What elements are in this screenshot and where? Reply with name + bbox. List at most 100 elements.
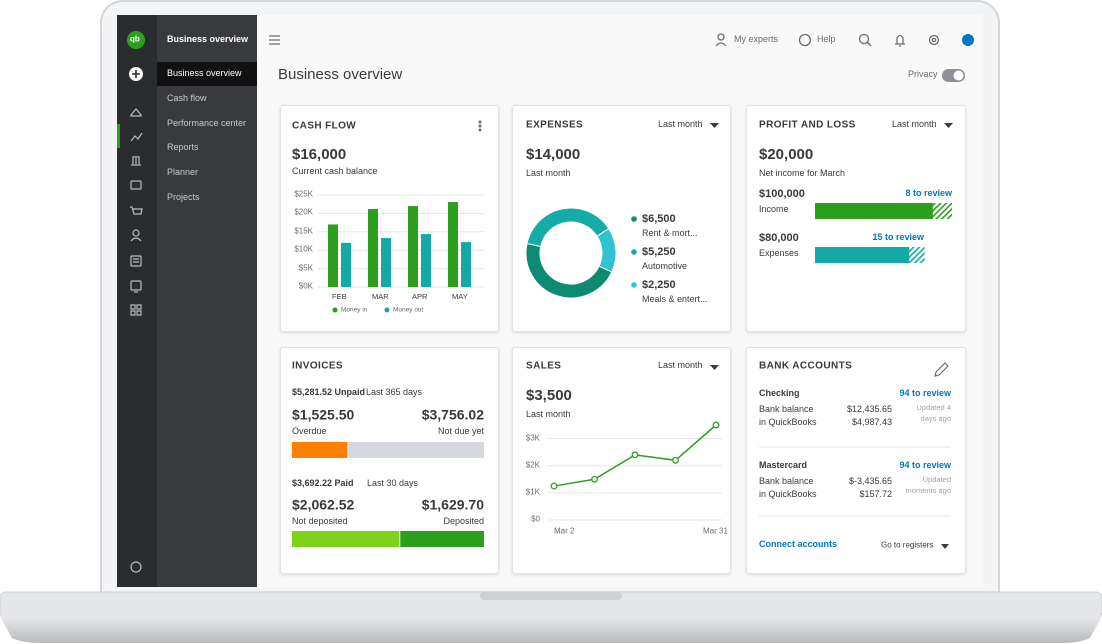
review-link[interactable]: 94 to review xyxy=(899,460,951,471)
bar xyxy=(328,224,338,287)
invoice-bar xyxy=(400,531,484,547)
legend-amount: $5,250 xyxy=(642,245,676,258)
legend-label: Meals & entert... xyxy=(642,294,708,305)
row-amount: $4,987.43 xyxy=(851,417,892,428)
y-tick-label: $1K xyxy=(525,487,540,497)
sales-point xyxy=(631,451,639,459)
caption: Last month xyxy=(526,168,571,179)
sidebar-header: Business overview xyxy=(167,34,249,45)
page-title: Business overview xyxy=(278,65,403,83)
invoice-caption: Overdue xyxy=(292,426,327,437)
bar xyxy=(461,242,471,287)
legend-label: Rent & mort... xyxy=(642,228,698,239)
my-experts[interactable]: My experts xyxy=(734,34,779,45)
amount: $20,000 xyxy=(759,145,814,163)
y-tick-label: $20K xyxy=(294,207,313,217)
review-link[interactable]: 8 to review xyxy=(905,188,952,199)
period: Last 30 days xyxy=(367,478,419,489)
period-dropdown[interactable]: Last month xyxy=(892,119,937,130)
row-label: in QuickBooks xyxy=(759,417,817,428)
card-title: PROFIT AND LOSS xyxy=(759,119,856,131)
pl-amount: $80,000 xyxy=(759,231,799,244)
logo: qb xyxy=(130,34,140,44)
pl-bar xyxy=(815,247,925,263)
legend-swatch xyxy=(631,282,637,288)
updated-note: days ago xyxy=(920,413,951,423)
invoice-caption: Deposited xyxy=(443,516,484,527)
bar xyxy=(408,206,418,287)
review-link[interactable]: 94 to review xyxy=(899,388,951,399)
period-dropdown[interactable]: Last month xyxy=(658,119,703,130)
y-tick-label: $5K xyxy=(298,263,313,273)
legend-swatch xyxy=(384,307,390,313)
row-label: Bank balance xyxy=(759,404,814,415)
pl-caption: Income xyxy=(759,204,789,215)
row-amount: $157.72 xyxy=(859,489,892,500)
amount: $16,000 xyxy=(292,145,347,163)
sales-card xyxy=(512,347,731,574)
x-tick-label: APR xyxy=(412,291,428,301)
nav-item[interactable]: Planner xyxy=(167,167,199,178)
privacy-label: Privacy xyxy=(908,69,938,80)
nav-item[interactable]: Reports xyxy=(167,142,199,153)
sales-point xyxy=(672,456,679,464)
cash-flow-card xyxy=(280,105,499,332)
nav-item[interactable]: Business overview xyxy=(167,68,242,79)
period: Last 365 days xyxy=(366,387,423,398)
help[interactable]: Help xyxy=(817,34,836,45)
pl-bar xyxy=(815,203,952,219)
donut-segment xyxy=(596,227,617,273)
row-amount: $-3,435.65 xyxy=(848,476,892,487)
legend-swatch xyxy=(631,216,637,222)
sales-point xyxy=(550,482,558,490)
review-link[interactable]: 15 to review xyxy=(872,232,924,243)
row-label: in QuickBooks xyxy=(759,489,817,500)
unpaid: $5,281.52 Unpaid xyxy=(292,387,366,398)
bar xyxy=(421,234,431,287)
connect-accounts[interactable]: Connect accounts xyxy=(759,539,838,550)
updated-note: Updated xyxy=(922,474,951,484)
bar xyxy=(448,201,458,287)
y-tick-label: $3K xyxy=(525,433,540,443)
invoice-bar xyxy=(348,442,484,458)
bank-accounts-card xyxy=(746,347,966,574)
pl-bar-pending xyxy=(909,247,925,263)
caption: Current cash balance xyxy=(292,166,378,177)
invoice-amount: $3,756.02 xyxy=(421,406,484,423)
card-title: CASH FLOW xyxy=(292,120,357,132)
y-tick-label: $0K xyxy=(298,281,313,291)
nav-item[interactable]: Cash flow xyxy=(167,92,207,103)
nav-item[interactable]: Projects xyxy=(167,192,200,203)
nav-item[interactable]: Performance center xyxy=(167,117,247,128)
invoice-amount: $2,062.52 xyxy=(292,496,355,513)
amount: $3,500 xyxy=(526,386,572,404)
caption: Last month xyxy=(526,409,571,420)
period-dropdown[interactable]: Last month xyxy=(658,360,703,371)
y-tick-label: $0 xyxy=(531,514,540,524)
invoice-bar xyxy=(292,442,348,458)
account-name: Mastercard xyxy=(759,460,808,471)
bar xyxy=(381,238,391,287)
y-tick-label: $10K xyxy=(294,244,313,254)
legend-amount: $2,250 xyxy=(642,278,676,291)
y-tick-label: $25K xyxy=(294,189,313,199)
card-title: EXPENSES xyxy=(526,119,584,131)
pl-bar-pending xyxy=(932,203,952,219)
go-to-registers[interactable]: Go to registers xyxy=(881,540,934,550)
account-name: Checking xyxy=(759,388,800,399)
x-tick-label: Mar 31 xyxy=(703,526,728,536)
x-tick-label: FEB xyxy=(332,291,347,301)
invoice-amount: $1,629.70 xyxy=(421,496,484,513)
pl-amount: $100,000 xyxy=(759,187,805,200)
card-title: SALES xyxy=(526,360,562,372)
invoice-caption: Not due yet xyxy=(437,426,484,437)
paid: $3,692.22 Paid xyxy=(292,478,354,489)
y-tick-label: $2K xyxy=(525,460,540,470)
x-tick-label: Mar 2 xyxy=(554,526,575,536)
legend-amount: $6,500 xyxy=(642,212,676,225)
updated-note: moments ago xyxy=(905,485,951,495)
updated-note: Updated 4 xyxy=(916,402,951,412)
card-title: BANK ACCOUNTS xyxy=(759,360,853,372)
